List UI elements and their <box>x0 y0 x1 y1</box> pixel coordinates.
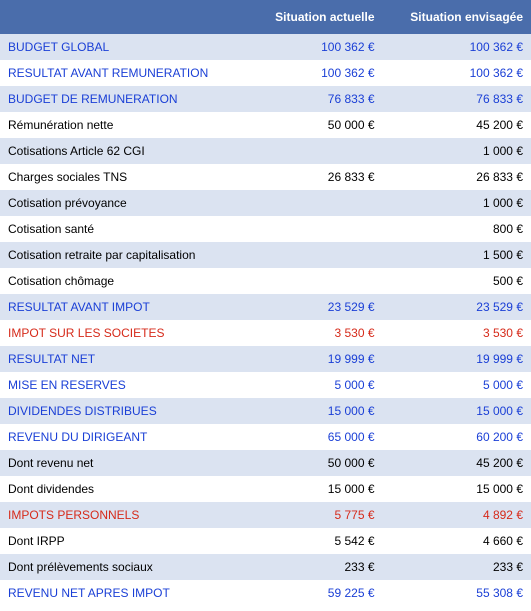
row-value-envisagee: 26 833 € <box>383 164 531 190</box>
row-value-envisagee: 45 200 € <box>383 450 531 476</box>
row-value-envisagee: 5 000 € <box>383 372 531 398</box>
row-label: MISE EN RESERVES <box>0 372 249 398</box>
row-label: REVENU NET APRES IMPOT <box>0 580 249 606</box>
row-value-actuelle: 100 362 € <box>249 60 382 86</box>
header-actuelle: Situation actuelle <box>249 0 382 34</box>
table-row: DIVIDENDES DISTRIBUES15 000 €15 000 € <box>0 398 531 424</box>
row-label: RESULTAT AVANT REMUNERATION <box>0 60 249 86</box>
row-value-actuelle: 5 542 € <box>249 528 382 554</box>
table-row: Charges sociales TNS26 833 €26 833 € <box>0 164 531 190</box>
table-row: Rémunération nette50 000 €45 200 € <box>0 112 531 138</box>
row-value-envisagee: 233 € <box>383 554 531 580</box>
row-value-actuelle: 59 225 € <box>249 580 382 606</box>
row-label: RESULTAT NET <box>0 346 249 372</box>
row-label: REVENU DU DIRIGEANT <box>0 424 249 450</box>
row-value-actuelle: 3 530 € <box>249 320 382 346</box>
row-label: Rémunération nette <box>0 112 249 138</box>
row-value-envisagee: 45 200 € <box>383 112 531 138</box>
table-row: Cotisation retraite par capitalisation 1 … <box>0 242 531 268</box>
row-value-envisagee: 4 660 € <box>383 528 531 554</box>
row-label: IMPOT SUR LES SOCIETES <box>0 320 249 346</box>
header-empty <box>0 0 249 34</box>
table-row: Cotisation prévoyance 1 000 € <box>0 190 531 216</box>
row-label: Dont IRPP <box>0 528 249 554</box>
row-label: Cotisation santé <box>0 216 249 242</box>
table-row: Cotisations Article 62 CGI 1 000 € <box>0 138 531 164</box>
table-row: REVENU DU DIRIGEANT65 000 €60 200 € <box>0 424 531 450</box>
row-value-actuelle: 100 362 € <box>249 34 382 60</box>
row-value-envisagee: 4 892 € <box>383 502 531 528</box>
row-label: BUDGET GLOBAL <box>0 34 249 60</box>
row-value-envisagee: 23 529 € <box>383 294 531 320</box>
table-body: BUDGET GLOBAL100 362 €100 362 €RESULTAT … <box>0 34 531 606</box>
table-row: IMPOT SUR LES SOCIETES3 530 €3 530 € <box>0 320 531 346</box>
row-value-envisagee: 15 000 € <box>383 476 531 502</box>
row-label: IMPOTS PERSONNELS <box>0 502 249 528</box>
row-value-envisagee: 3 530 € <box>383 320 531 346</box>
table-row: BUDGET GLOBAL100 362 €100 362 € <box>0 34 531 60</box>
row-value-envisagee: 60 200 € <box>383 424 531 450</box>
table-row: BUDGET DE REMUNERATION76 833 €76 833 € <box>0 86 531 112</box>
row-value-actuelle <box>249 268 382 294</box>
table-row: Cotisation chômage 500 € <box>0 268 531 294</box>
table-row: Dont prélèvements sociaux233 €233 € <box>0 554 531 580</box>
row-value-actuelle: 233 € <box>249 554 382 580</box>
row-value-actuelle <box>249 138 382 164</box>
table-row: Dont dividendes15 000 €15 000 € <box>0 476 531 502</box>
row-value-envisagee: 19 999 € <box>383 346 531 372</box>
row-value-envisagee: 800 € <box>383 216 531 242</box>
table-row: RESULTAT AVANT IMPOT23 529 €23 529 € <box>0 294 531 320</box>
row-value-actuelle: 5 000 € <box>249 372 382 398</box>
row-value-actuelle: 50 000 € <box>249 112 382 138</box>
row-value-actuelle: 19 999 € <box>249 346 382 372</box>
table-row: RESULTAT AVANT REMUNERATION100 362 €100 … <box>0 60 531 86</box>
row-value-actuelle: 23 529 € <box>249 294 382 320</box>
table-row: IMPOTS PERSONNELS5 775 €4 892 € <box>0 502 531 528</box>
row-value-envisagee: 55 308 € <box>383 580 531 606</box>
row-value-actuelle <box>249 242 382 268</box>
comparison-table: Situation actuelle Situation envisagée B… <box>0 0 531 606</box>
row-value-envisagee: 1 000 € <box>383 190 531 216</box>
row-label: RESULTAT AVANT IMPOT <box>0 294 249 320</box>
table-row: REVENU NET APRES IMPOT59 225 €55 308 € <box>0 580 531 606</box>
row-value-envisagee: 100 362 € <box>383 34 531 60</box>
header-envisagee: Situation envisagée <box>383 0 531 34</box>
table-row: Dont IRPP5 542 €4 660 € <box>0 528 531 554</box>
table-header: Situation actuelle Situation envisagée <box>0 0 531 34</box>
row-value-actuelle <box>249 216 382 242</box>
row-value-actuelle: 65 000 € <box>249 424 382 450</box>
row-label: Cotisation chômage <box>0 268 249 294</box>
row-value-envisagee: 76 833 € <box>383 86 531 112</box>
row-value-actuelle: 5 775 € <box>249 502 382 528</box>
row-value-envisagee: 1 500 € <box>383 242 531 268</box>
row-label: Cotisations Article 62 CGI <box>0 138 249 164</box>
row-value-actuelle: 50 000 € <box>249 450 382 476</box>
comparison-table-wrap: Situation actuelle Situation envisagée B… <box>0 0 531 606</box>
row-value-envisagee: 500 € <box>383 268 531 294</box>
row-value-envisagee: 1 000 € <box>383 138 531 164</box>
row-value-actuelle: 76 833 € <box>249 86 382 112</box>
table-row: MISE EN RESERVES5 000 €5 000 € <box>0 372 531 398</box>
table-row: Dont revenu net50 000 €45 200 € <box>0 450 531 476</box>
row-label: Charges sociales TNS <box>0 164 249 190</box>
row-label: Cotisation prévoyance <box>0 190 249 216</box>
table-row: Cotisation santé 800 € <box>0 216 531 242</box>
row-label: Dont revenu net <box>0 450 249 476</box>
row-value-actuelle <box>249 190 382 216</box>
row-value-envisagee: 15 000 € <box>383 398 531 424</box>
row-value-actuelle: 26 833 € <box>249 164 382 190</box>
table-row: RESULTAT NET19 999 €19 999 € <box>0 346 531 372</box>
row-value-envisagee: 100 362 € <box>383 60 531 86</box>
row-value-actuelle: 15 000 € <box>249 476 382 502</box>
row-label: DIVIDENDES DISTRIBUES <box>0 398 249 424</box>
row-value-actuelle: 15 000 € <box>249 398 382 424</box>
row-label: Dont dividendes <box>0 476 249 502</box>
row-label: BUDGET DE REMUNERATION <box>0 86 249 112</box>
row-label: Cotisation retraite par capitalisation <box>0 242 249 268</box>
row-label: Dont prélèvements sociaux <box>0 554 249 580</box>
